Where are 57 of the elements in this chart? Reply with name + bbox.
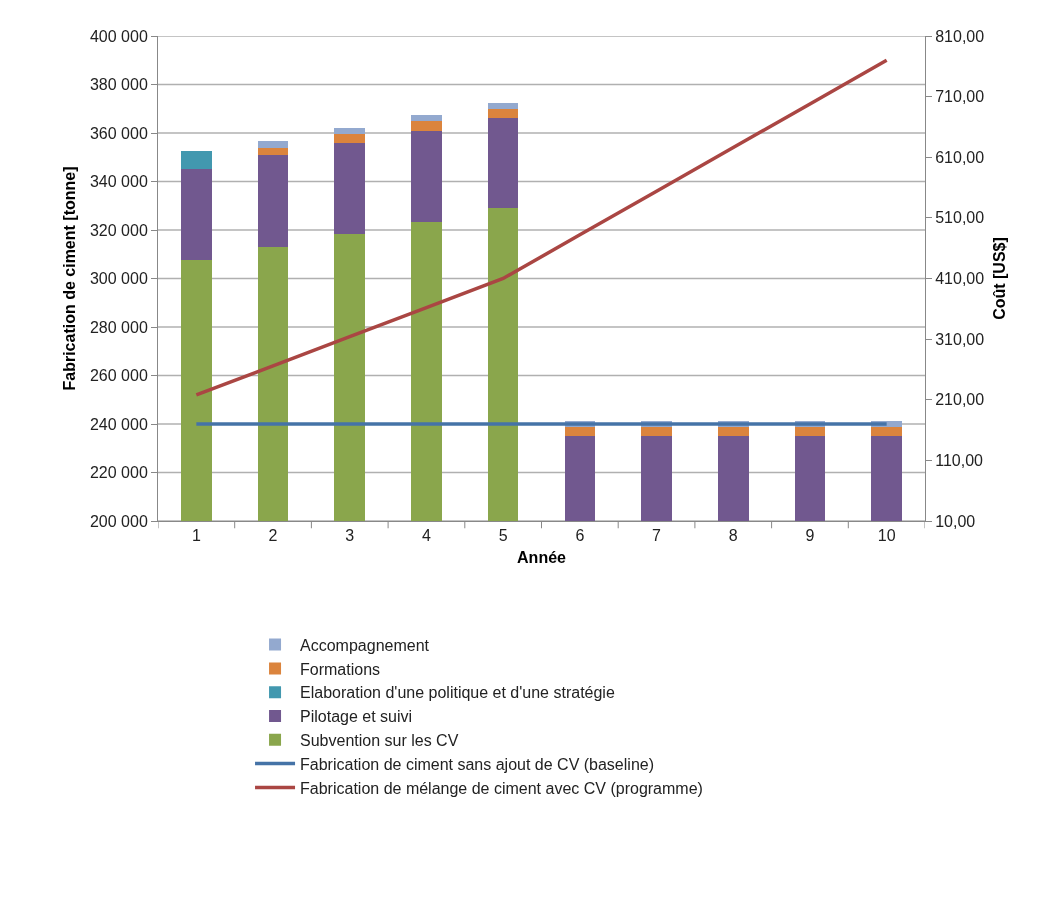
y2-tick-label: 110,00 (935, 451, 984, 469)
bar (871, 427, 902, 437)
x-axis-title: Année (517, 548, 567, 566)
y-tick-label: 260 000 (89, 367, 148, 385)
y-tick-label: 200 000 (89, 512, 148, 530)
x-tick-label: 6 (575, 527, 585, 545)
x-tick-label: 1 (191, 527, 201, 545)
bar (794, 427, 826, 437)
legend-label: Subvention sur les CV (300, 732, 459, 750)
legend-label: Formations (300, 660, 381, 678)
x-tick-label: 9 (805, 527, 815, 545)
y2-tick-label: 510,00 (935, 209, 985, 227)
bar (717, 427, 749, 437)
y-tick-label: 300 000 (89, 270, 148, 288)
bar (257, 141, 289, 148)
bar (411, 115, 442, 122)
y2-tick-label: 810,00 (935, 27, 985, 45)
y-tick-label: 400 000 (89, 27, 148, 45)
y2-tick-label: 410,00 (935, 270, 985, 288)
y-tick-label: 280 000 (89, 318, 148, 336)
bar (181, 150, 212, 170)
x-tick-label: 2 (268, 527, 278, 545)
bar (334, 127, 366, 134)
y2-tick-label: 210,00 (935, 391, 985, 409)
y2-axis-title: Coût [US$] (990, 237, 1008, 320)
y2-tick-label: 710,00 (935, 88, 985, 106)
bar (641, 427, 672, 437)
legend-label: Pilotage et suivi (300, 708, 413, 726)
legend-label: Accompagnement (300, 636, 430, 654)
y-tick-label: 340 000 (89, 173, 148, 191)
legend-label: Fabrication de ciment sans ajout de CV (baseline) (300, 755, 655, 773)
y-tick-label: 240 000 (89, 415, 148, 433)
y2-tick-label: 610,00 (935, 148, 985, 166)
bar (487, 103, 519, 110)
y-tick-label: 220 000 (89, 464, 148, 482)
y-tick-label: 360 000 (89, 124, 148, 142)
x-tick-label: 10 (877, 527, 896, 545)
line-series (194, 58, 889, 397)
bar (487, 109, 519, 118)
bar (334, 133, 366, 144)
legend-label: Fabrication de mélange de ciment avec CV (programme) (300, 779, 703, 797)
bar (487, 117, 519, 209)
y-tick-label: 380 000 (89, 76, 148, 94)
bar (411, 121, 442, 131)
x-tick-label: 3 (345, 527, 355, 545)
y-axis-title: Fabrication de ciment [tonne] (60, 166, 78, 391)
legend-label: Elaboration d'une politique et d'une stratégie (300, 684, 615, 702)
y2-tick-label: 10,00 (935, 512, 976, 530)
x-tick-label: 8 (728, 527, 738, 545)
x-tick-label: 4 (422, 527, 431, 545)
bar (411, 130, 442, 223)
x-tick-label: 7 (652, 527, 662, 545)
x-tick-label: 5 (498, 527, 508, 545)
bar (334, 143, 366, 235)
y-tick-label: 320 000 (89, 221, 148, 239)
bar (564, 427, 596, 437)
y2-tick-label: 310,00 (935, 330, 985, 348)
